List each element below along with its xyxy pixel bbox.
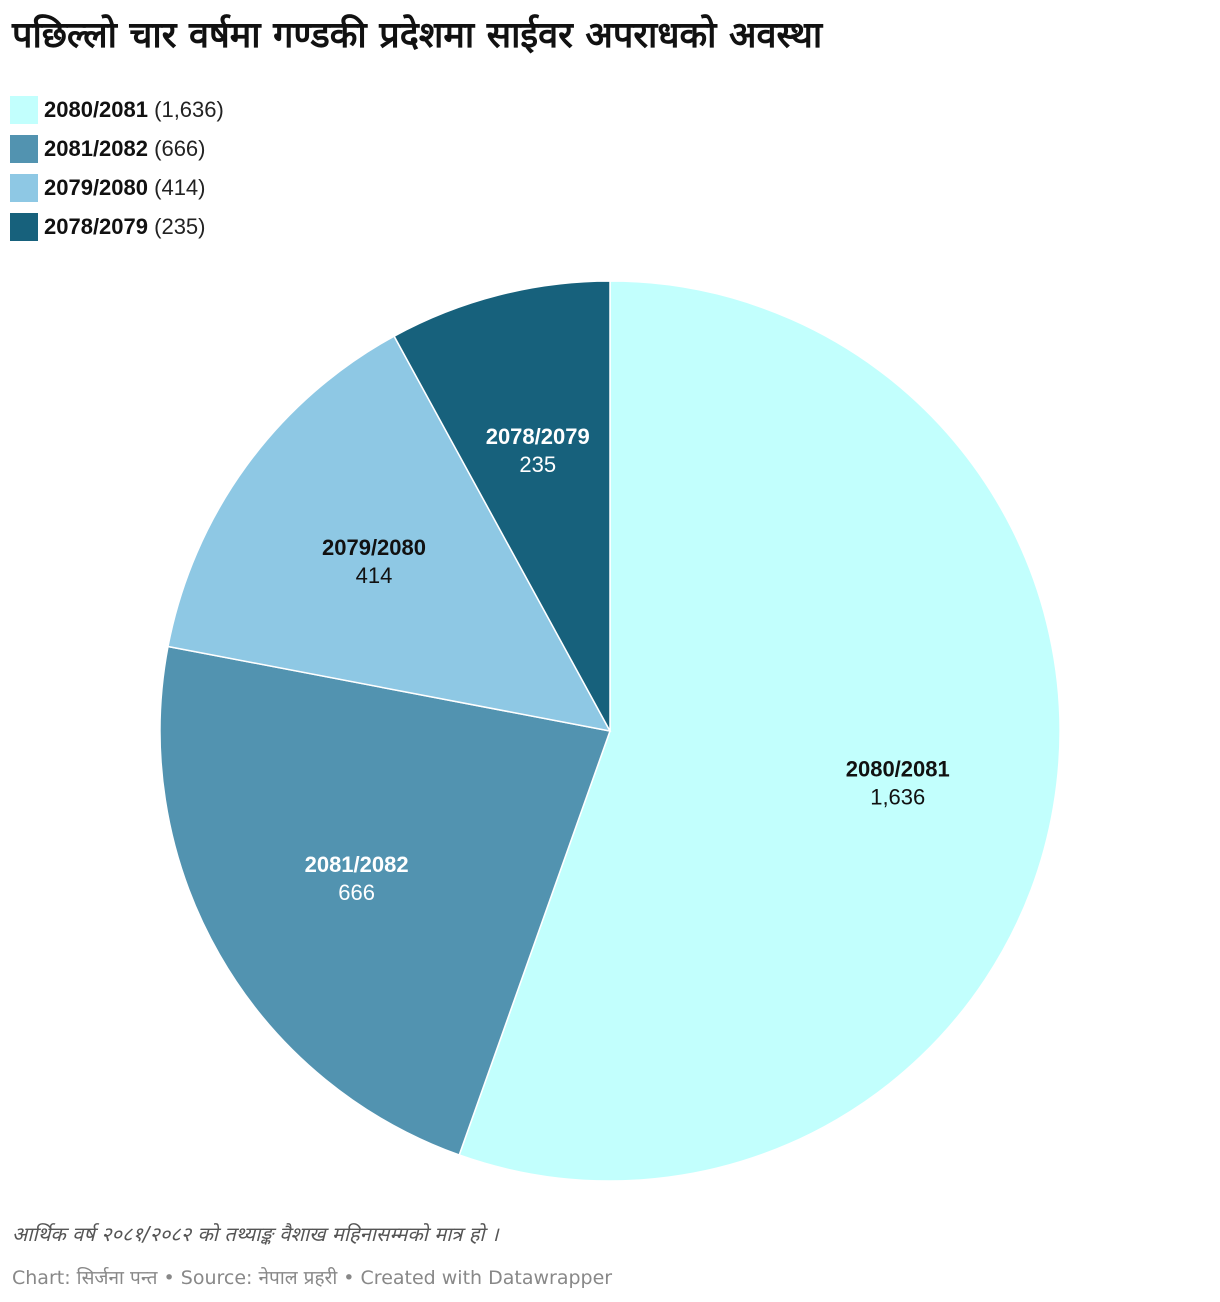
legend-label: 2079/2080 — [44, 174, 148, 200]
legend-label: 2081/2082 — [44, 135, 148, 161]
legend-value: 666 — [161, 135, 199, 161]
slice-value: 414 — [356, 563, 393, 588]
legend-swatch — [10, 95, 38, 124]
chart-title: पछिल्लो चार वर्षमा गण्डकी प्रदेशमा साईवर… — [12, 15, 823, 56]
legend-text: 2080/2081 (1,636) — [44, 96, 224, 122]
legend-label: 2080/2081 — [44, 96, 148, 122]
legend-item: 2079/2080 (414) — [10, 168, 224, 207]
pie-slice — [458, 280, 1061, 1182]
legend: 2080/2081 (1,636) 2081/2082 (666) 2079/2… — [10, 90, 224, 246]
legend-swatch — [10, 134, 38, 163]
legend-item: 2080/2081 (1,636) — [10, 90, 224, 129]
slice-value: 1,636 — [870, 785, 925, 810]
slice-label: 2079/2080 — [322, 535, 426, 560]
legend-text: 2079/2080 (414) — [44, 174, 206, 200]
legend-value: 1,636 — [161, 96, 217, 122]
legend-item: 2078/2079 (235) — [10, 207, 224, 246]
pie-slice — [167, 335, 612, 733]
chart-credit: Chart: सिर्जना पन्त • Source: नेपाल प्रह… — [12, 1267, 613, 1289]
pie-slice — [159, 645, 611, 1156]
legend-value: 235 — [161, 213, 199, 239]
legend-text: 2078/2079 (235) — [44, 213, 206, 239]
legend-swatch — [10, 212, 38, 241]
pie-chart: 2080/2081 1,636 2081/2082 666 2079/2080 414 20… — [159, 280, 1061, 1182]
chart-note: आर्थिक वर्ष २०८१/२०८२ को तथ्याङ्क वैशाख … — [12, 1222, 499, 1246]
legend-swatch — [10, 173, 38, 202]
slice-label: 2081/2082 — [305, 852, 409, 877]
legend-text: 2081/2082 (666) — [44, 135, 206, 161]
slice-value: 666 — [338, 880, 375, 905]
legend-label: 2078/2079 — [44, 213, 148, 239]
slice-label: 2078/2079 — [486, 424, 590, 449]
slice-label: 2080/2081 — [846, 757, 950, 782]
legend-value: 414 — [161, 174, 199, 200]
slice-value: 235 — [519, 452, 556, 477]
legend-item: 2081/2082 (666) — [10, 129, 224, 168]
pie-slice — [393, 280, 611, 732]
